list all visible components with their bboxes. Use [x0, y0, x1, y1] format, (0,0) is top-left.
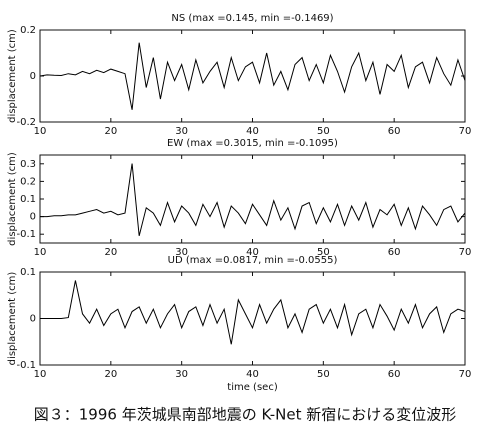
y-tick-label: 0.1 [20, 267, 36, 278]
plot-frame [39, 271, 466, 366]
x-tick-label: 30 [175, 126, 188, 137]
y-tick-label: 0.2 [20, 176, 36, 187]
y-axis-label: displacement (cm) [7, 29, 18, 123]
x-tick-label: 60 [388, 126, 401, 137]
x-tick-label: 20 [104, 247, 117, 258]
x-tick-label: 10 [34, 247, 47, 258]
y-axis-label: displacement (cm) [7, 152, 18, 246]
figure-caption: 図３：1996 年茨城県南部地震の K-Net 新宿における変位波形 [34, 406, 457, 424]
x-tick-label: 10 [34, 126, 47, 137]
y-tick-label: 0.3 [20, 159, 36, 170]
x-tick-label: 70 [459, 369, 472, 380]
x-tick-label: 50 [317, 369, 330, 380]
waveform [39, 42, 466, 110]
x-tick-label: 10 [34, 369, 47, 380]
x-tick-label: 70 [459, 247, 472, 258]
y-tick-label: 0 [30, 314, 36, 325]
x-tick-label: 50 [317, 126, 330, 137]
y-tick-label: -0.2 [16, 117, 36, 128]
x-tick-label: 30 [175, 369, 188, 380]
plot-frame [39, 154, 466, 244]
x-tick-label: 60 [388, 369, 401, 380]
waveform [40, 280, 466, 345]
plot-frame [39, 29, 466, 123]
y-tick-label: 0 [30, 212, 36, 223]
x-tick-label: 40 [246, 126, 259, 137]
panel-title: EW (max =0.3015, min =-0.1095) [167, 138, 338, 149]
y-axis-label: displacement (cm) [7, 272, 18, 366]
x-tick-label: 30 [175, 247, 188, 258]
panel-title: UD (max =0.0817, min =-0.0555) [168, 255, 338, 266]
y-tick-label: -0.1 [16, 360, 36, 371]
y-tick-label: 0 [30, 71, 36, 82]
x-tick-label: 50 [317, 247, 330, 258]
waveform [40, 163, 466, 236]
x-tick-label: 20 [104, 369, 117, 380]
x-tick-label: 20 [104, 126, 117, 137]
x-tick-label: 70 [459, 126, 472, 137]
y-tick-label: 0.1 [20, 194, 36, 205]
x-tick-label: 40 [246, 369, 259, 380]
y-tick-label: -0.1 [16, 229, 36, 240]
x-tick-label: 40 [246, 247, 259, 258]
panel-title: NS (max =0.145, min =-0.1469) [171, 13, 333, 24]
x-axis-label: time (sec) [227, 382, 278, 393]
y-tick-label: 0.2 [20, 25, 36, 36]
x-tick-label: 60 [388, 247, 401, 258]
